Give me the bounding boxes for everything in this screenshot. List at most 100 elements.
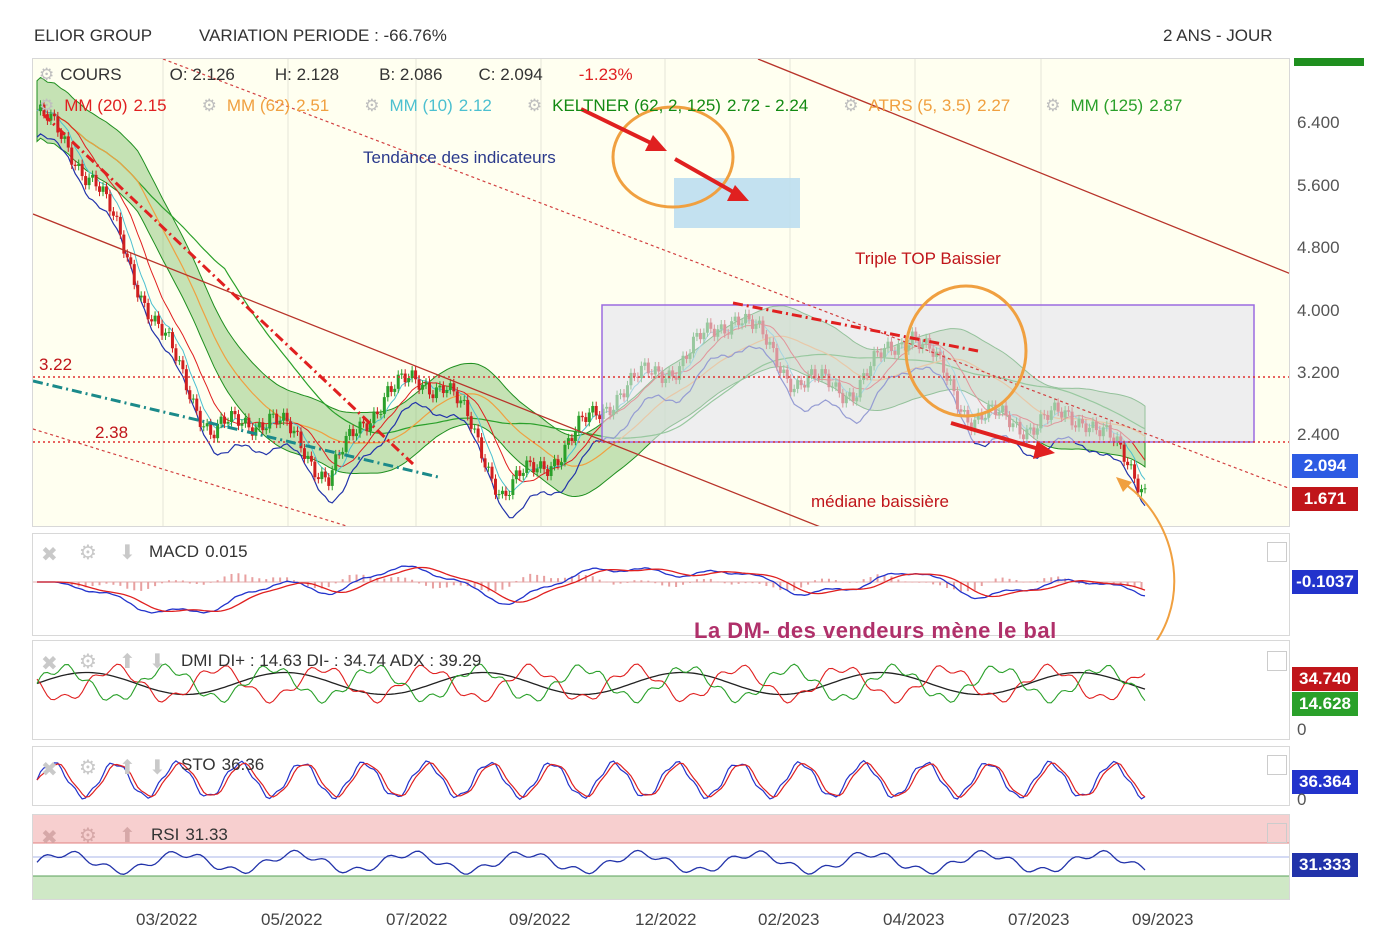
- company-name: ELIOR GROUP: [34, 26, 153, 45]
- panel-checkbox[interactable]: [1267, 542, 1287, 562]
- mm62-label: MM (62): [226, 96, 291, 115]
- candle-body: [542, 461, 546, 470]
- macd-histogram-bar: [147, 582, 150, 589]
- gear-icon[interactable]: ⚙: [79, 825, 97, 847]
- arrow-up-icon[interactable]: ⬆: [119, 825, 136, 847]
- gear-icon[interactable]: ⚙: [39, 96, 55, 115]
- channel-upper-solid: [757, 59, 1289, 274]
- macd-histogram-bar: [807, 582, 810, 585]
- sto-panel[interactable]: ✖ ⚙ ⬆ ⬇ STO 36.36: [32, 746, 1290, 806]
- candle-body: [150, 319, 154, 322]
- close-icon[interactable]: ✖: [41, 653, 58, 675]
- price-legend: ⚙ COURS O: 2.126 H: 2.128 B: 2.086 C: 2.…: [39, 65, 633, 85]
- arrow-down-icon[interactable]: ⬇: [149, 757, 166, 779]
- x-tick: 09/2022: [509, 910, 571, 929]
- dmi-panel[interactable]: ✖ ⚙ ⬆ ⬇ DMI DI+ : 14.63 DI- : 34.74 ADX …: [32, 640, 1290, 740]
- x-tick: 12/2022: [635, 910, 697, 929]
- macd-histogram-bar: [320, 582, 323, 589]
- panel-checkbox[interactable]: [1267, 823, 1287, 843]
- candle-body: [181, 360, 185, 370]
- macd-histogram-bar: [355, 574, 358, 583]
- gear-icon[interactable]: ⚙: [1045, 96, 1061, 115]
- gear-icon[interactable]: ⚙: [79, 651, 97, 673]
- gear-icon[interactable]: ⚙: [79, 757, 97, 779]
- gear-icon[interactable]: ⚙: [79, 542, 97, 564]
- period-selector[interactable]: 2 ANS - JOUR: [1163, 26, 1273, 45]
- gear-icon[interactable]: ⚙: [364, 96, 380, 115]
- arrow-down-icon[interactable]: ⬇: [149, 651, 166, 673]
- macd-histogram-bar: [661, 582, 664, 586]
- candle-body: [49, 113, 53, 121]
- macd-histogram-bar: [237, 573, 240, 583]
- candle-body: [216, 423, 220, 439]
- close-icon[interactable]: ✖: [41, 544, 58, 566]
- arrow-up-icon[interactable]: ⬆: [119, 757, 136, 779]
- x-tick: 07/2023: [1008, 910, 1070, 929]
- price-panel[interactable]: ⚙ COURS O: 2.126 H: 2.128 B: 2.086 C: 2.…: [32, 58, 1290, 527]
- dm-annotation: La DM- des vendeurs mène le bal: [694, 618, 1057, 643]
- macd-histogram-bar: [800, 582, 803, 588]
- dmi-label: DMI: [181, 651, 213, 670]
- panel-checkbox[interactable]: [1267, 755, 1287, 775]
- arrow-1: [580, 107, 654, 146]
- gear-icon[interactable]: ⚙: [843, 96, 859, 115]
- macd-histogram-bar: [390, 577, 393, 583]
- candle-body: [132, 264, 136, 285]
- candle-body: [341, 451, 345, 455]
- gear-icon[interactable]: ⚙: [526, 96, 543, 115]
- close-icon[interactable]: ✖: [41, 759, 58, 781]
- candle-body: [271, 413, 275, 415]
- macd-line: [37, 565, 1146, 614]
- macd-histogram-bar: [647, 580, 650, 583]
- candle-body: [487, 466, 491, 468]
- panel-checkbox[interactable]: [1267, 651, 1287, 671]
- candle-body: [157, 315, 161, 324]
- macd-panel[interactable]: ✖ ⚙ ⬇ MACD 0.015: [32, 533, 1290, 636]
- macd-tag: -0.1037: [1292, 570, 1358, 594]
- candle-body: [104, 186, 108, 195]
- gear-icon[interactable]: ⚙: [201, 96, 217, 115]
- rsi-panel[interactable]: ✖ ⚙ ⬆ RSI 31.33: [32, 814, 1290, 900]
- macd-histogram-bar: [293, 580, 296, 583]
- candle-body: [521, 472, 525, 476]
- macd-chart: [33, 565, 1146, 614]
- candle-body: [493, 478, 497, 495]
- candle-body: [42, 104, 46, 115]
- candle-body: [63, 136, 67, 139]
- macd-histogram-bar: [904, 581, 907, 583]
- candle-body: [344, 435, 348, 452]
- candle-body: [191, 398, 195, 400]
- rsi-tag: 31.333: [1292, 853, 1358, 877]
- arrow-up-icon[interactable]: ⬆: [119, 651, 136, 673]
- candle-body: [570, 438, 574, 442]
- candle-body: [170, 332, 174, 349]
- macd-histogram-bar: [695, 579, 698, 583]
- price-tick: 4.000: [1297, 301, 1340, 320]
- candle-body: [556, 459, 560, 466]
- close-icon[interactable]: ✖: [41, 827, 58, 849]
- arrow-down-icon[interactable]: ⬇: [119, 542, 136, 564]
- gear-icon[interactable]: ⚙: [39, 65, 55, 84]
- candle-body: [320, 471, 324, 480]
- candle-body: [525, 460, 529, 473]
- candle-body: [101, 186, 105, 192]
- candle-body: [52, 113, 56, 117]
- macd-histogram-bar: [959, 582, 962, 592]
- macd-histogram-bar: [675, 582, 678, 587]
- mm20-label: MM (20): [64, 96, 128, 115]
- macd-histogram-bar: [820, 578, 823, 583]
- candle-body: [358, 421, 362, 434]
- macd-histogram-bar: [709, 578, 712, 583]
- macd-histogram-bar: [786, 582, 789, 591]
- macd-histogram-bar: [1001, 577, 1004, 583]
- candle-body: [452, 383, 456, 392]
- macd-histogram-bar: [668, 582, 671, 587]
- candle-body: [98, 186, 102, 192]
- candle-body: [424, 382, 428, 385]
- macd-label: MACD: [149, 542, 200, 561]
- candle-body: [410, 370, 414, 379]
- candle-body: [1122, 444, 1126, 462]
- macd-histogram-bar: [126, 582, 129, 589]
- drawing-layer: [33, 59, 1289, 526]
- macd-histogram-bar: [973, 582, 976, 591]
